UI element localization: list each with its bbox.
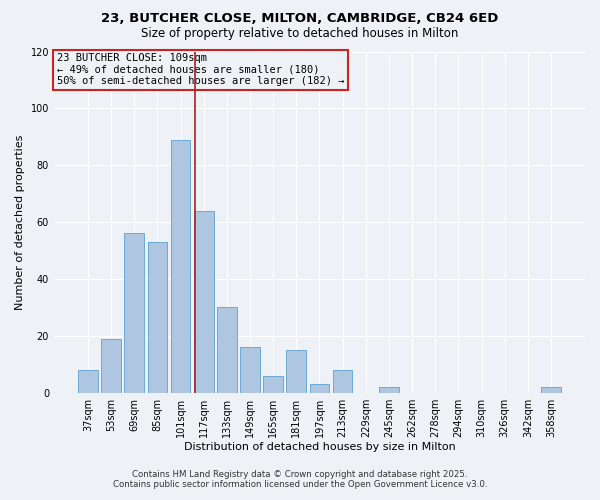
Bar bbox=[124, 234, 144, 392]
Bar bbox=[101, 338, 121, 392]
Bar bbox=[263, 376, 283, 392]
Bar bbox=[286, 350, 306, 393]
Bar bbox=[240, 347, 260, 393]
Text: 23 BUTCHER CLOSE: 109sqm
← 49% of detached houses are smaller (180)
50% of semi-: 23 BUTCHER CLOSE: 109sqm ← 49% of detach… bbox=[56, 53, 344, 86]
Bar bbox=[310, 384, 329, 392]
Bar bbox=[170, 140, 190, 392]
Bar bbox=[217, 308, 236, 392]
Text: Size of property relative to detached houses in Milton: Size of property relative to detached ho… bbox=[142, 28, 458, 40]
Bar bbox=[194, 210, 214, 392]
Bar bbox=[379, 387, 399, 392]
Bar bbox=[148, 242, 167, 392]
Bar bbox=[78, 370, 98, 392]
X-axis label: Distribution of detached houses by size in Milton: Distribution of detached houses by size … bbox=[184, 442, 455, 452]
Bar bbox=[333, 370, 352, 392]
Text: Contains HM Land Registry data © Crown copyright and database right 2025.
Contai: Contains HM Land Registry data © Crown c… bbox=[113, 470, 487, 489]
Y-axis label: Number of detached properties: Number of detached properties bbox=[15, 134, 25, 310]
Bar bbox=[541, 387, 561, 392]
Text: 23, BUTCHER CLOSE, MILTON, CAMBRIDGE, CB24 6ED: 23, BUTCHER CLOSE, MILTON, CAMBRIDGE, CB… bbox=[101, 12, 499, 26]
